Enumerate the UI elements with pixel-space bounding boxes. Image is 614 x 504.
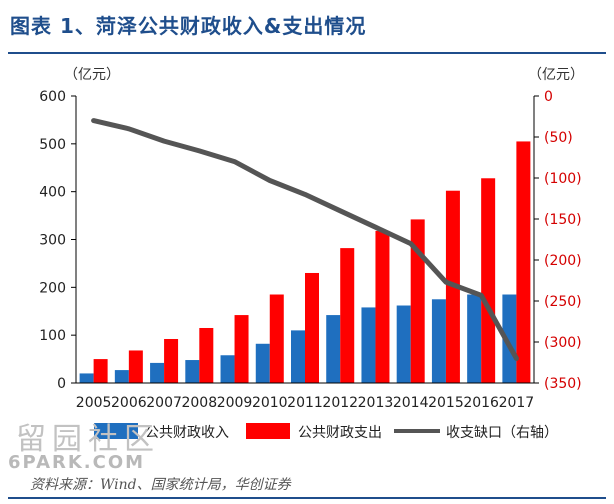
- expenditure-bar: [269, 294, 284, 383]
- legend-label-revenue: 公共财政收入: [145, 425, 229, 441]
- legend-swatch-revenue: [94, 423, 138, 439]
- x-tick-label: 2011: [287, 395, 323, 411]
- deficit-point: [126, 126, 131, 131]
- left-tick-label: 200: [39, 280, 66, 296]
- chart-title: 图表 1、菏泽公共财政收入&支出情况: [10, 14, 367, 38]
- x-tick-label: 2010: [252, 395, 288, 411]
- revenue-bar: [150, 362, 165, 383]
- left-tick-label: 300: [39, 233, 66, 249]
- deficit-point: [162, 139, 167, 144]
- expenditure-bar: [93, 359, 108, 383]
- revenue-bar: [396, 305, 411, 383]
- right-tick-label: (100): [544, 171, 582, 187]
- right-tick-label: (50): [544, 130, 573, 146]
- x-tick-label: 2015: [428, 395, 464, 411]
- x-tick-label: 2006: [111, 395, 147, 411]
- expenditure-bar: [410, 219, 425, 383]
- x-tick-label: 2016: [463, 395, 499, 411]
- deficit-point: [232, 159, 237, 164]
- bottom-divider: [8, 497, 606, 499]
- expenditure-bar: [340, 248, 355, 383]
- right-tick-label: (250): [544, 294, 582, 310]
- x-tick-label: 2007: [146, 395, 182, 411]
- revenue-bar: [361, 307, 376, 383]
- x-tick-label: 2012: [322, 395, 358, 411]
- deficit-point: [197, 148, 202, 153]
- x-tick-label: 2014: [393, 395, 429, 411]
- expenditure-bar: [375, 230, 390, 383]
- revenue-bar: [291, 330, 305, 383]
- watermark-cn: 留园社区: [16, 422, 160, 457]
- left-axis-unit: （亿元）: [64, 67, 120, 83]
- bars-group: [79, 141, 531, 383]
- expenditure-bar: [305, 272, 319, 383]
- deficit-point: [408, 241, 413, 246]
- source-note: 资料来源：Wind、国家统计局，华创证券: [30, 477, 291, 493]
- right-axis-unit: （亿元）: [528, 67, 584, 83]
- deficit-line-group: [91, 118, 519, 361]
- x-tick-label: 2005: [76, 395, 112, 411]
- deficit-point: [267, 178, 272, 183]
- left-tick-label: 100: [39, 328, 66, 344]
- legend: 公共财政收入 公共财政支出 收支缺口（右轴）: [94, 423, 558, 441]
- watermark: 留园社区 6PARK.COM: [0, 414, 200, 478]
- x-tick-label: 2008: [181, 395, 217, 411]
- revenue-bar: [467, 294, 482, 383]
- revenue-bar: [255, 343, 270, 383]
- deficit-point: [514, 356, 519, 361]
- revenue-bar: [220, 355, 235, 383]
- deficit-point: [443, 280, 448, 285]
- expenditure-bar: [164, 338, 179, 383]
- title-divider: [8, 52, 606, 54]
- right-tick-label: (300): [544, 335, 582, 351]
- left-tick-label: 500: [39, 137, 66, 153]
- revenue-bar: [502, 294, 517, 383]
- left-tick-label: 0: [57, 376, 66, 392]
- left-tick-label: 400: [39, 185, 66, 201]
- expenditure-bar: [234, 315, 249, 383]
- right-tick-label: (350): [544, 376, 582, 392]
- revenue-bar: [326, 315, 341, 383]
- left-tick-label: 600: [39, 89, 66, 105]
- deficit-point: [338, 208, 343, 213]
- legend-label-deficit: 收支缺口（右轴）: [446, 425, 558, 441]
- right-tick-label: 0: [544, 89, 553, 105]
- axes-group: 2005 2006 2007 2008 2009 2010 2011 2012 2013 2014…: [39, 89, 581, 411]
- expenditure-bar: [481, 178, 496, 383]
- x-tick-label: 2009: [217, 395, 253, 411]
- deficit-point: [91, 118, 96, 123]
- revenue-bar: [185, 360, 200, 383]
- revenue-bar: [431, 299, 446, 383]
- deficit-point: [373, 225, 378, 230]
- expenditure-bar: [516, 141, 531, 383]
- deficit-point: [479, 293, 484, 298]
- deficit-point: [303, 192, 307, 197]
- right-tick-label: (200): [544, 253, 582, 269]
- expenditure-bar: [128, 350, 143, 383]
- x-tick-label: 2017: [499, 395, 535, 411]
- expenditure-bar: [199, 327, 214, 383]
- watermark-en: 6PARK.COM: [8, 452, 146, 473]
- legend-label-expenditure: 公共财政支出: [298, 425, 382, 441]
- revenue-bar: [79, 373, 94, 383]
- right-tick-label: (150): [544, 212, 582, 228]
- legend-swatch-expenditure: [246, 423, 290, 439]
- x-tick-label: 2013: [358, 395, 394, 411]
- revenue-bar: [114, 370, 129, 383]
